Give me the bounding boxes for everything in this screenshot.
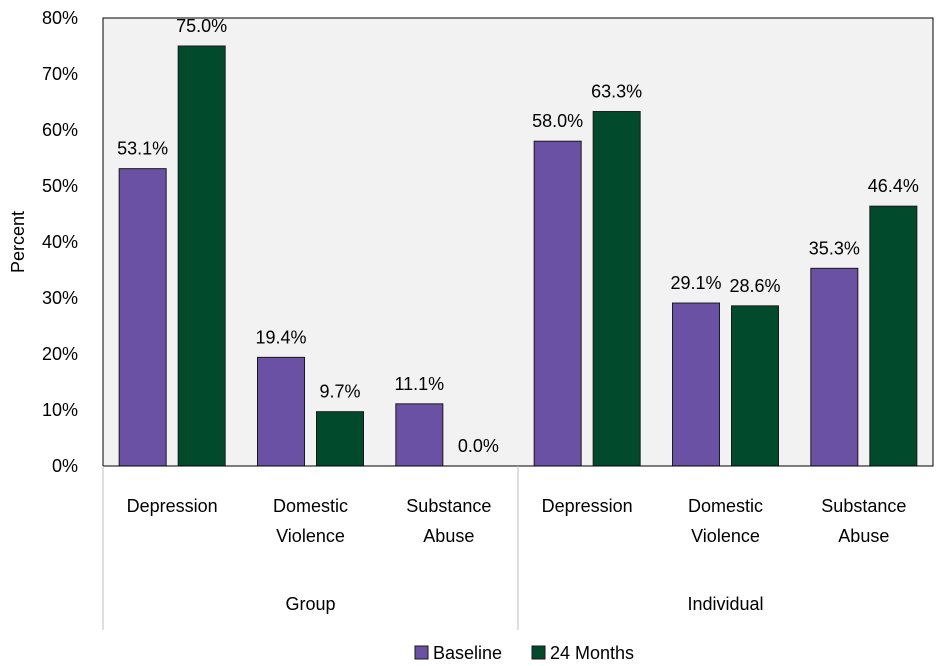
legend-label: 24 Months [550,643,634,663]
legend-swatch [531,645,546,660]
plot-background [102,17,934,467]
category-label: Substance Abuse [406,496,491,546]
y-tick-label: 60% [42,120,78,140]
bar [257,356,305,467]
y-axis: 0% 10% 20% 30% 40% 50% 60% 70% 80% [42,8,78,476]
y-axis-title: Percent [8,211,28,273]
group-label: Group [285,594,335,614]
category-label: Domestic Violence [688,496,763,546]
y-tick-label: 70% [42,64,78,84]
x-axis: Depression Domestic Violence Substance Abuse… [102,465,933,630]
y-tick-label: 10% [42,400,78,420]
legend-swatch [414,645,429,660]
category-label: Substance Abuse [821,496,906,546]
bar [869,205,918,467]
legend: Baseline 24 Months [414,643,634,663]
bar [533,140,582,467]
plot-area [102,17,934,467]
bar [672,302,720,467]
bar [592,111,641,467]
data-label: 63.3% [591,82,642,102]
data-label: 19.4% [255,327,306,347]
bar [731,305,779,467]
category-label: Depression [542,496,633,516]
y-tick-label: 0% [52,456,78,476]
bar [118,168,167,467]
category-label: Domestic Violence [273,496,348,546]
data-label: 53.1% [117,139,168,159]
y-tick-label: 80% [42,8,78,28]
data-label: 28.6% [729,276,780,296]
y-tick-label: 20% [42,344,78,364]
y-tick-label: 30% [42,288,78,308]
data-label: 35.3% [809,238,860,258]
data-labels: 53.1% 19.4% 11.1% 58.0% 29.1% 35.3% 75.0% 9.7% 0… [117,16,919,456]
y-tick-label: 40% [42,232,78,252]
y-tick-label: 50% [42,176,78,196]
data-label: 0.0% [458,436,499,456]
bar [810,267,859,467]
data-label: 46.4% [868,176,919,196]
data-label: 9.7% [319,382,360,402]
bar [316,411,364,467]
data-label: 58.0% [532,111,583,131]
data-label: 29.1% [670,273,721,293]
group-label: Individual [687,594,763,614]
bars [118,45,918,467]
bar [395,403,444,467]
data-label: 75.0% [176,16,227,36]
category-label: Depression [127,496,218,516]
data-label: 11.1% [394,374,444,394]
bar [177,45,226,467]
legend-label: Baseline [433,643,502,663]
